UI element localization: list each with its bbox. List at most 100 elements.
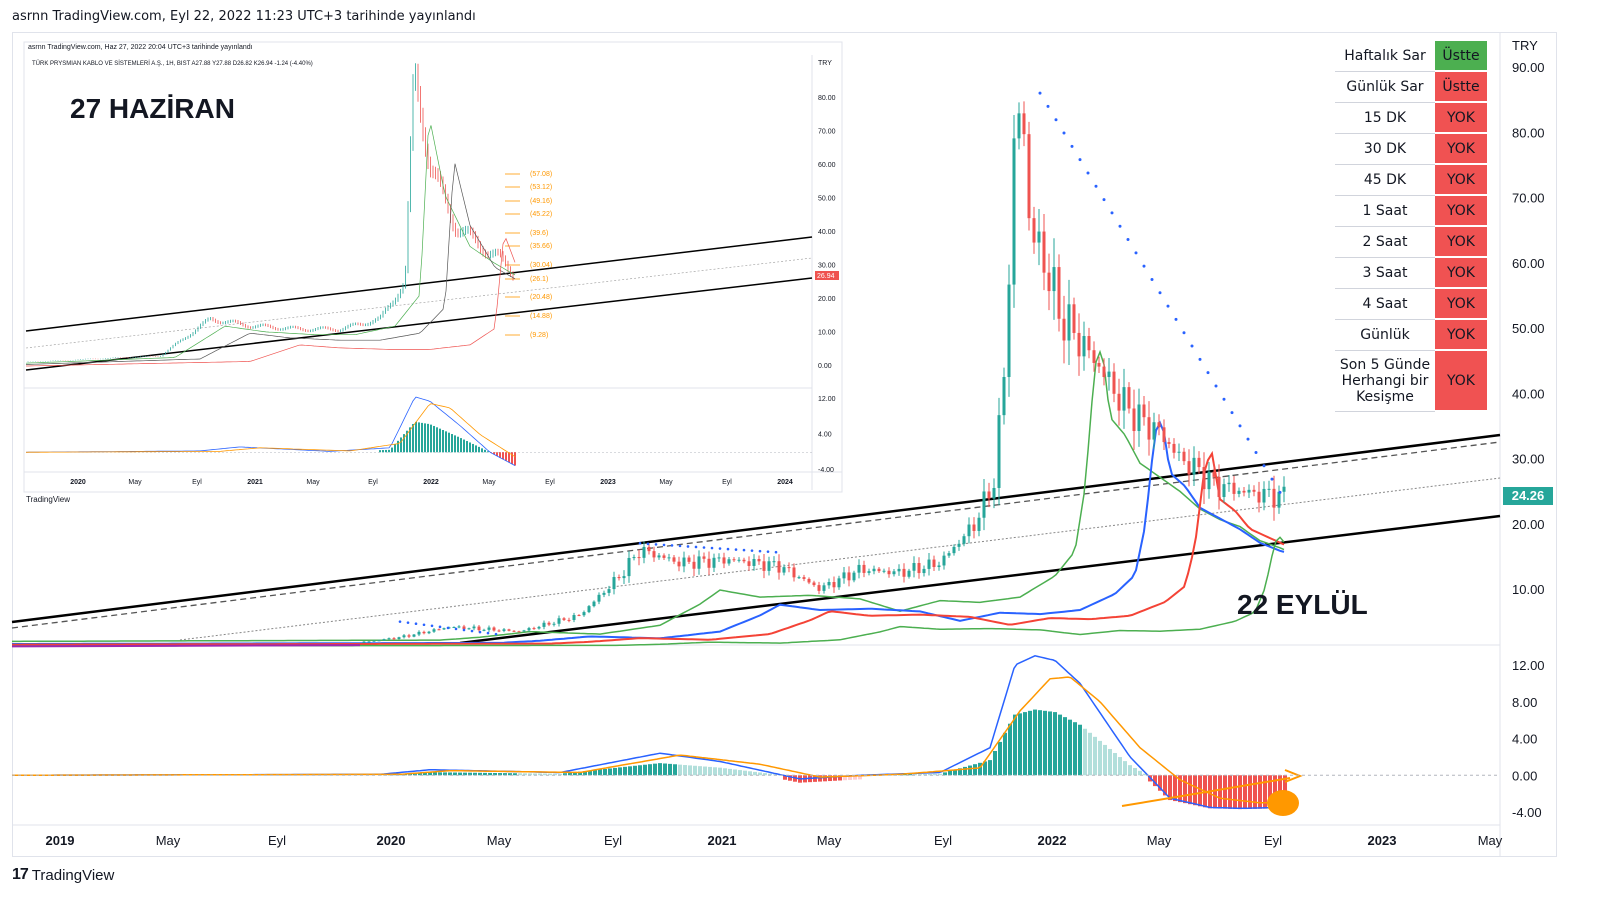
inset-fib-label: (9.28) [530,332,548,339]
macd-histogram-bar [1138,770,1142,776]
inset-macd-bar [382,450,384,453]
macd-pane [11,655,1303,816]
macd-histogram-bar [683,765,687,776]
candle-body [1027,134,1031,219]
candle-body [877,568,881,572]
macd-histogram-bar [543,773,547,776]
macd-histogram-bar [568,772,572,776]
macd-histogram-bar [723,768,727,776]
price-tick-label: 80.00 [1512,125,1545,140]
macd-histogram-bar [478,772,482,776]
macd-histogram-bar [1233,775,1237,810]
macd-histogram-bar [578,771,582,776]
candle-body [1007,284,1011,377]
candle-body [562,618,566,620]
inset-macd-bar [481,448,483,453]
inset-tradingview-footer: TradingView [26,495,71,504]
candle-body [487,627,491,630]
sar-dot [734,548,738,551]
inset-macd-bar [466,441,468,453]
sar-dot [1238,424,1242,428]
macd-histogram-bar [518,773,522,776]
candle-body [507,629,511,631]
candle-body [527,628,531,631]
candle-body [1212,471,1216,477]
sar-dot [662,543,666,547]
macd-histogram-bar [638,765,642,776]
candle-body [732,559,736,561]
candle-body [1002,376,1006,416]
candle-body [772,561,776,563]
macd-histogram-bar [918,774,922,776]
candle-body [1147,417,1151,440]
inset-macd-bar [394,444,396,453]
inset-time-tick: Eyl [192,479,202,486]
status-row-value: YOK [1435,133,1487,165]
candle-body [782,567,786,573]
tradingview-footer[interactable]: 17 TradingView [12,866,114,884]
inset-time-tick: Eyl [368,479,378,486]
inset-macd-bar [406,430,408,453]
status-row-label: 1 Saat [1335,195,1435,227]
status-row-value: YOK [1435,195,1487,227]
candle-body [972,524,976,531]
candle-body [1227,482,1231,485]
macd-histogram-bar [1238,775,1242,810]
macd-histogram-bar [513,773,517,776]
inset-fib-label: (45.22) [530,211,552,218]
macd-histogram-bar [703,766,707,776]
candle-body [642,546,646,558]
candle-body [677,561,681,567]
candle-body [882,570,886,572]
candle-body [1277,491,1281,508]
candle-body [1062,318,1066,341]
candle-body [512,630,516,632]
macd-histogram-bar [748,771,752,776]
candle-body [792,567,796,578]
macd-histogram-bar [763,773,767,776]
candle-body [752,559,756,566]
macd-histogram-bar [1003,732,1007,776]
candle-body [462,626,466,630]
price-tick-label: 30.00 [1512,452,1545,467]
sar-dot [654,543,658,546]
parabolic-sar [398,91,1282,636]
inset-macd-bar [511,452,513,464]
candle-body [417,631,421,635]
candle-body [1157,422,1161,428]
inset-ma [25,125,516,364]
candle-body [862,564,866,573]
candle-body [1097,362,1101,367]
candle-body [762,561,766,571]
macd-histogram-bar [1248,775,1252,809]
candle-body [1022,113,1026,135]
macd-histogram-bar [1153,775,1157,787]
macd-histogram-bar [1168,775,1172,801]
inset-price-tick: 50.00 [818,196,836,203]
time-tick-label: May [817,833,842,848]
candle-body [717,557,721,559]
macd-histogram-bar [1143,773,1147,776]
candle-body [547,622,551,625]
macd-histogram-bar [968,765,972,776]
candle-body [817,585,821,591]
candle-body [917,563,921,574]
candle-body [622,576,626,579]
candle-body [967,524,971,537]
macd-histogram-bar [663,763,667,776]
price-tick-label: 60.00 [1512,256,1545,271]
candle-body [1162,427,1166,443]
ma-green-upper [12,349,1285,643]
status-row-value: Üstte [1435,71,1487,103]
inset-price-tick: 30.00 [818,263,836,270]
candle-body [637,557,641,559]
inset-macd-bar [469,442,471,453]
candle-body [1167,442,1171,444]
candle-body [1177,451,1181,453]
inset-time-tick: 2020 [70,479,86,486]
candle-body [962,536,966,544]
highlight-circle-icon [1267,790,1299,816]
candle-body [1272,488,1276,508]
chart-frame[interactable] [12,32,1557,857]
